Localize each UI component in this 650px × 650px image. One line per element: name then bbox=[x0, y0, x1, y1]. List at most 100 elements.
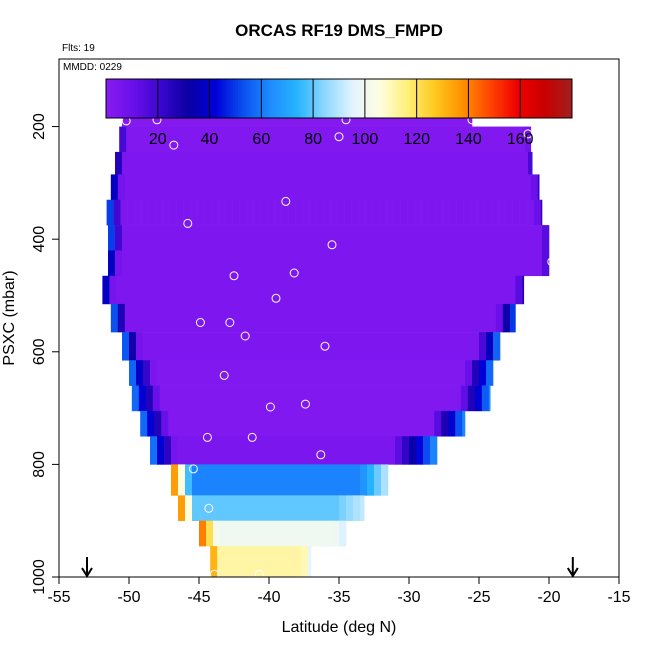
colorbar-segment bbox=[385, 79, 389, 118]
heatmap-cell bbox=[285, 174, 294, 201]
sample-marker bbox=[204, 503, 214, 513]
heatmap-cell bbox=[255, 332, 263, 361]
heatmap-cell bbox=[346, 225, 354, 251]
heatmap-cell bbox=[458, 225, 466, 251]
heatmap-cell bbox=[395, 225, 403, 251]
heatmap-cell bbox=[194, 303, 203, 333]
heatmap-cell bbox=[483, 126, 491, 153]
heatmap-cell bbox=[136, 112, 144, 127]
heatmap-cell bbox=[173, 303, 182, 333]
heatmap-cell bbox=[502, 303, 511, 333]
heatmap-cell bbox=[129, 151, 137, 175]
heatmap-cell bbox=[271, 303, 280, 333]
heatmap-cell bbox=[336, 126, 344, 153]
colorbar-segment bbox=[170, 79, 174, 118]
heatmap-cell bbox=[437, 225, 445, 251]
heatmap-cell bbox=[143, 151, 151, 175]
heatmap-cell bbox=[326, 275, 334, 305]
sample-marker bbox=[247, 432, 257, 442]
heatmap-cell bbox=[116, 275, 124, 305]
sample-marker bbox=[281, 196, 291, 206]
heatmap-cell bbox=[500, 151, 508, 175]
heatmap-cell bbox=[231, 126, 239, 153]
heatmap-cell bbox=[511, 126, 519, 153]
heatmap-cell bbox=[460, 174, 469, 201]
heatmap-cell bbox=[238, 546, 246, 578]
heatmap-cell bbox=[287, 410, 295, 437]
heatmap-cell bbox=[332, 250, 340, 277]
colorbar-segment bbox=[240, 79, 244, 118]
heatmap-cell bbox=[434, 410, 442, 437]
heatmap-cell bbox=[220, 225, 228, 251]
heatmap-cell bbox=[390, 174, 399, 201]
heatmap-cell bbox=[185, 436, 193, 465]
heatmap-cell bbox=[150, 225, 158, 251]
heatmap-cell bbox=[434, 126, 442, 153]
heatmap-cell bbox=[353, 112, 361, 127]
heatmap-cell bbox=[481, 385, 490, 412]
colorbar-segment bbox=[227, 79, 231, 118]
heatmap-cell bbox=[479, 225, 487, 251]
heatmap-cell bbox=[123, 275, 131, 305]
heatmap-cell bbox=[157, 360, 165, 386]
heatmap-cell bbox=[155, 199, 163, 226]
heatmap-cell bbox=[115, 250, 123, 277]
sample-marker bbox=[300, 399, 310, 409]
heatmap-cell bbox=[409, 436, 417, 465]
heatmap-cell bbox=[266, 126, 274, 153]
colorbar-segment bbox=[139, 79, 143, 118]
heatmap-cell bbox=[243, 174, 252, 201]
heatmap-cell bbox=[332, 360, 340, 386]
heatmap-cell bbox=[472, 360, 480, 386]
heatmap-cell bbox=[292, 385, 301, 412]
colorbar-segment bbox=[439, 79, 443, 118]
heatmap-cell bbox=[474, 385, 483, 412]
heatmap-cell bbox=[196, 410, 204, 437]
heatmap-cell bbox=[238, 410, 246, 437]
heatmap-cell bbox=[152, 174, 161, 201]
heatmap-cell bbox=[336, 410, 344, 437]
heatmap-cell bbox=[480, 275, 488, 305]
colorbar-segment bbox=[559, 79, 563, 118]
colorbar-segment bbox=[147, 79, 151, 118]
heatmap-cell bbox=[117, 303, 126, 333]
heatmap-cell bbox=[462, 126, 470, 153]
heatmap-cell bbox=[199, 520, 207, 547]
heatmap-cell bbox=[287, 546, 295, 578]
heatmap-cell bbox=[505, 199, 513, 226]
colorbar-segment bbox=[429, 79, 433, 118]
heatmap-cell bbox=[420, 410, 428, 437]
heatmap-cell bbox=[117, 174, 126, 201]
colorbar-segment bbox=[465, 79, 469, 118]
heatmap-cell bbox=[439, 385, 448, 412]
heatmap-cell bbox=[159, 385, 168, 412]
heatmap-cell bbox=[283, 250, 291, 277]
heatmap-cell bbox=[425, 385, 434, 412]
colorbar-segment bbox=[522, 79, 526, 118]
sample-marker bbox=[96, 215, 106, 224]
heatmap-cell bbox=[215, 303, 224, 333]
heatmap-cell bbox=[306, 303, 315, 333]
colorbar-segment bbox=[230, 79, 234, 118]
heatmap-cell bbox=[180, 303, 189, 333]
heatmap-cell bbox=[255, 495, 263, 521]
heatmap-cell bbox=[323, 199, 331, 226]
x-axis-label: Latitude (deg N) bbox=[282, 619, 397, 636]
heatmap-cell bbox=[292, 174, 301, 201]
colorbar-segment bbox=[362, 79, 366, 118]
colorbar-segment bbox=[206, 79, 210, 118]
heatmap-cell bbox=[234, 360, 242, 386]
heatmap-cell bbox=[458, 151, 466, 175]
heatmap-cell bbox=[199, 360, 207, 386]
colorbar-segment bbox=[256, 79, 260, 118]
heatmap-cell bbox=[374, 151, 382, 175]
heatmap-cell bbox=[416, 360, 424, 386]
colorbar-segment bbox=[344, 79, 348, 118]
heatmap-cell bbox=[402, 436, 410, 465]
heatmap-cell bbox=[327, 385, 336, 412]
heatmap-cell bbox=[213, 360, 221, 386]
heatmap-cell bbox=[462, 410, 466, 437]
heatmap-cell bbox=[333, 275, 341, 305]
heatmap-cell bbox=[404, 174, 413, 201]
heatmap-cell bbox=[259, 126, 267, 153]
